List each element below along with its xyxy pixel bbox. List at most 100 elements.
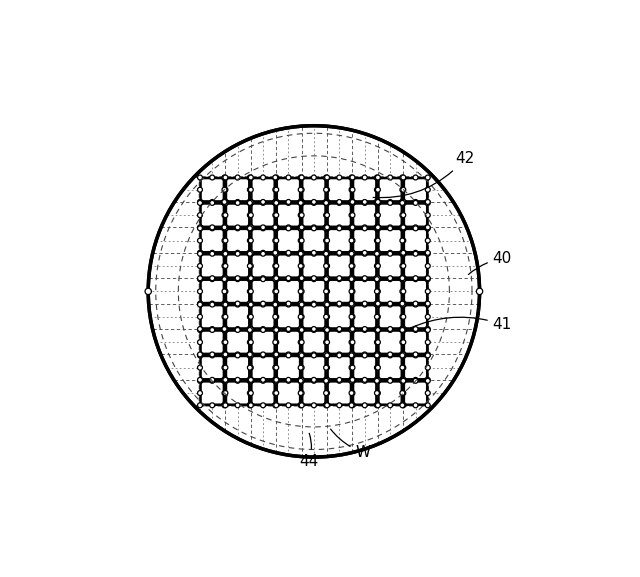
Circle shape [235, 226, 240, 231]
Circle shape [248, 377, 252, 383]
Circle shape [298, 352, 303, 357]
Circle shape [388, 353, 392, 358]
Circle shape [324, 200, 330, 205]
Circle shape [324, 353, 330, 358]
Circle shape [400, 365, 405, 370]
Circle shape [223, 302, 228, 307]
Circle shape [198, 188, 202, 192]
Circle shape [388, 200, 392, 204]
FancyBboxPatch shape [252, 381, 275, 404]
Circle shape [413, 276, 418, 280]
Circle shape [324, 379, 330, 383]
Circle shape [223, 225, 228, 230]
Circle shape [362, 276, 367, 280]
Circle shape [260, 403, 266, 408]
Circle shape [349, 264, 354, 268]
Circle shape [298, 302, 303, 307]
FancyBboxPatch shape [200, 356, 224, 379]
Circle shape [376, 238, 380, 243]
Circle shape [350, 379, 355, 383]
Circle shape [401, 225, 406, 230]
Circle shape [248, 379, 252, 383]
Circle shape [350, 328, 355, 332]
Circle shape [376, 314, 380, 319]
Circle shape [248, 175, 253, 180]
Circle shape [350, 226, 355, 231]
Circle shape [426, 277, 430, 282]
Circle shape [324, 264, 328, 268]
Circle shape [298, 379, 303, 383]
Circle shape [401, 175, 406, 180]
Circle shape [298, 403, 303, 408]
Circle shape [374, 226, 380, 231]
Circle shape [312, 352, 316, 357]
Circle shape [426, 200, 430, 204]
Circle shape [349, 252, 354, 256]
Circle shape [324, 175, 328, 180]
Circle shape [413, 403, 418, 408]
Circle shape [312, 277, 316, 282]
Circle shape [274, 391, 278, 395]
Circle shape [426, 377, 430, 383]
Circle shape [376, 353, 380, 358]
Circle shape [210, 226, 214, 231]
Circle shape [273, 276, 278, 280]
Circle shape [374, 250, 380, 255]
FancyBboxPatch shape [276, 305, 300, 328]
Circle shape [337, 225, 342, 230]
Circle shape [376, 226, 380, 231]
Circle shape [350, 352, 355, 357]
Circle shape [298, 188, 303, 192]
Circle shape [222, 403, 227, 408]
FancyBboxPatch shape [200, 229, 224, 252]
Text: 41: 41 [410, 317, 512, 332]
Circle shape [312, 225, 316, 230]
Circle shape [235, 175, 240, 180]
Circle shape [349, 200, 354, 204]
Circle shape [376, 403, 380, 408]
Circle shape [222, 365, 227, 370]
Circle shape [337, 353, 342, 358]
Circle shape [350, 289, 355, 294]
Circle shape [274, 302, 278, 307]
Circle shape [210, 276, 214, 280]
Circle shape [222, 226, 227, 231]
Circle shape [273, 403, 278, 408]
Circle shape [235, 377, 240, 383]
FancyBboxPatch shape [200, 254, 224, 278]
Circle shape [374, 328, 380, 332]
FancyBboxPatch shape [328, 229, 351, 252]
Circle shape [299, 391, 304, 395]
Circle shape [299, 353, 304, 358]
Circle shape [274, 327, 278, 331]
Circle shape [145, 288, 152, 295]
Circle shape [298, 276, 303, 280]
Circle shape [413, 328, 418, 332]
Circle shape [274, 264, 278, 268]
Circle shape [324, 252, 328, 256]
Circle shape [223, 252, 228, 256]
Circle shape [362, 327, 367, 331]
Circle shape [413, 301, 418, 306]
FancyBboxPatch shape [404, 204, 428, 227]
Circle shape [273, 377, 278, 383]
FancyBboxPatch shape [404, 356, 428, 379]
Circle shape [299, 314, 304, 319]
Circle shape [286, 377, 291, 383]
Circle shape [349, 340, 354, 344]
Circle shape [401, 327, 406, 331]
Circle shape [426, 250, 430, 255]
Circle shape [248, 188, 253, 192]
FancyBboxPatch shape [226, 331, 250, 354]
Circle shape [337, 277, 342, 282]
Circle shape [312, 200, 316, 205]
Circle shape [401, 302, 406, 307]
Circle shape [349, 391, 354, 395]
Circle shape [273, 379, 278, 383]
Circle shape [337, 200, 342, 204]
Circle shape [198, 377, 202, 383]
Circle shape [248, 200, 252, 205]
Circle shape [401, 353, 406, 358]
Circle shape [248, 302, 252, 307]
Circle shape [400, 200, 405, 204]
